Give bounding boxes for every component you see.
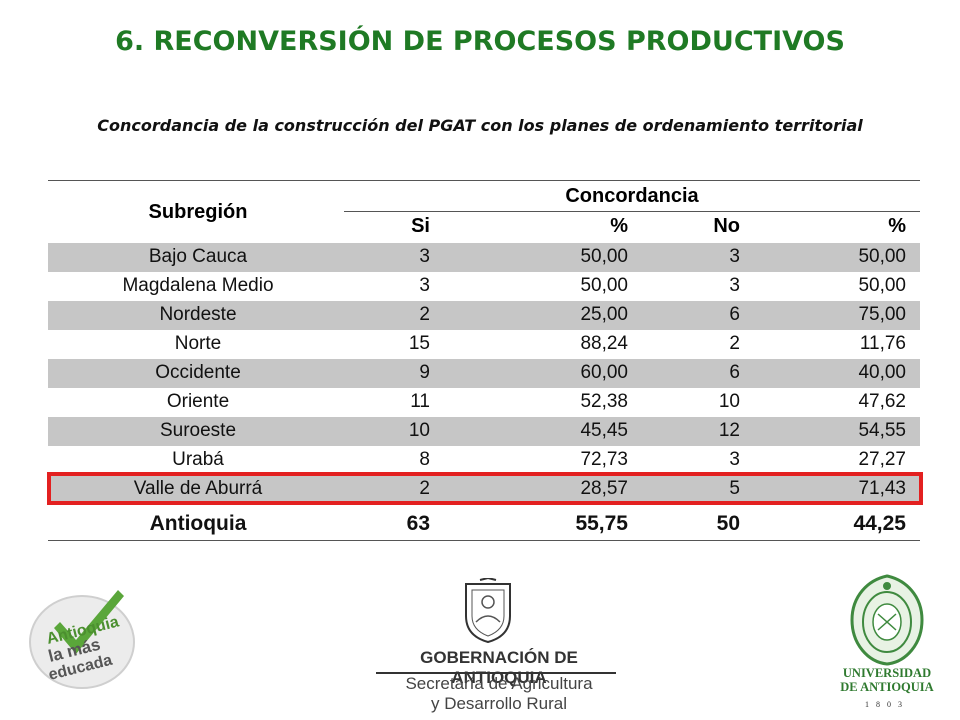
total-pct-si: 55,75 xyxy=(575,512,628,535)
row-subregion: Oriente xyxy=(166,391,230,412)
header-divider xyxy=(344,211,920,212)
header-pct-si: % xyxy=(610,215,628,237)
table-row: Magdalena Medio 3 50,00 3 50,00 xyxy=(48,272,920,301)
total-no: 50 xyxy=(716,512,740,535)
table-total-row: Antioquia 63 55,75 50 44,25 xyxy=(48,504,920,541)
row-pct-no: 75,00 xyxy=(858,304,906,325)
row-no: 2 xyxy=(729,333,740,354)
row-si: 10 xyxy=(408,420,430,441)
row-no: 12 xyxy=(718,420,740,441)
header-si: Si xyxy=(411,215,430,237)
gobernacion-logo: GOBERNACIÓN DE ANTIOQUIA Secretaría de A… xyxy=(370,578,630,713)
header-concordancia: Concordancia xyxy=(565,185,699,207)
total-name: Antioquia xyxy=(149,512,247,535)
total-pct-no: 44,25 xyxy=(853,512,906,535)
header-pct-no: % xyxy=(888,215,906,237)
row-pct-no: 40,00 xyxy=(858,362,906,383)
row-si: 15 xyxy=(408,333,430,354)
header-subregion: Subregión xyxy=(148,201,248,223)
row-pct-si: 50,00 xyxy=(580,246,628,267)
row-pct-no: 11,76 xyxy=(859,333,906,354)
table-row: Suroeste 10 45,45 12 54,55 xyxy=(48,417,920,446)
row-si: 11 xyxy=(410,391,430,412)
row-pct-si: 25,00 xyxy=(580,304,628,325)
row-no: 3 xyxy=(729,275,740,296)
udea-name-2: DE ANTIOQUIA xyxy=(840,680,934,694)
gobernacion-divider xyxy=(376,672,616,674)
row-subregion: Bajo Cauca xyxy=(148,246,248,267)
gobernacion-subtitle: Secretaría de Agricultura y Desarrollo R… xyxy=(374,674,624,714)
row-pct-si: 50,00 xyxy=(580,275,628,296)
row-no: 5 xyxy=(729,478,740,499)
row-pct-si: 88,24 xyxy=(580,333,628,354)
gobernacion-sub1: Secretaría de Agricultura xyxy=(405,674,593,693)
row-subregion: Magdalena Medio xyxy=(122,275,274,296)
row-si: 3 xyxy=(419,246,430,267)
total-si: 63 xyxy=(406,512,430,535)
udea-year: 1803 xyxy=(865,700,909,709)
row-pct-si: 60,00 xyxy=(580,362,628,383)
table-row: Valle de Aburrá 2 28,57 5 71,43 xyxy=(48,475,920,504)
row-si: 9 xyxy=(419,362,430,383)
row-pct-si: 28,57 xyxy=(580,478,628,499)
antioquia-educada-logo: Antioquia la más educada xyxy=(29,590,135,689)
table-row: Urabá 8 72,73 3 27,27 xyxy=(48,446,920,475)
concordance-table: Subregión Concordancia Si % No % Bajo Ca… xyxy=(48,180,920,541)
header-no: No xyxy=(713,215,740,237)
slide-title: 6. RECONVERSIÓN DE PROCESOS PRODUCTIVOS xyxy=(115,26,845,57)
row-pct-no: 50,00 xyxy=(858,246,906,267)
table-body: Bajo Cauca 3 50,00 3 50,00 Magdalena Medio 3 50… xyxy=(48,243,920,504)
table-row: Nordeste 2 25,00 6 75,00 xyxy=(48,301,920,330)
row-pct-si: 72,73 xyxy=(580,449,628,470)
row-no: 6 xyxy=(729,362,740,383)
row-si: 8 xyxy=(419,449,430,470)
row-pct-no: 27,27 xyxy=(858,449,906,470)
udea-name-1: UNIVERSIDAD xyxy=(842,666,932,680)
table-row: Occidente 9 60,00 6 40,00 xyxy=(48,359,920,388)
row-subregion: Valle de Aburrá xyxy=(133,478,263,499)
udea-name: UNIVERSIDAD DE ANTIOQUIA xyxy=(832,666,942,694)
row-pct-no: 54,55 xyxy=(858,420,906,441)
row-si: 2 xyxy=(419,304,430,325)
highlight-box xyxy=(47,472,923,505)
row-pct-no: 47,62 xyxy=(858,391,906,412)
row-subregion: Norte xyxy=(174,333,222,354)
row-no: 3 xyxy=(729,246,740,267)
row-pct-si: 45,45 xyxy=(580,420,628,441)
row-subregion: Suroeste xyxy=(159,420,237,441)
row-pct-no: 71,43 xyxy=(858,478,906,499)
coat-of-arms-icon xyxy=(465,578,511,644)
row-no: 6 xyxy=(729,304,740,325)
table-row: Oriente 11 52,38 10 47,62 xyxy=(48,388,920,417)
gobernacion-sub2: y Desarrollo Rural xyxy=(430,694,568,713)
checkmark-icon xyxy=(54,590,124,654)
row-subregion: Nordeste xyxy=(159,304,237,325)
row-si: 3 xyxy=(419,275,430,296)
row-pct-no: 50,00 xyxy=(858,275,906,296)
table-row: Norte 15 88,24 2 11,76 xyxy=(48,330,920,359)
table-header: Subregión Concordancia Si % No % xyxy=(48,180,920,243)
row-si: 2 xyxy=(419,478,430,499)
row-pct-si: 52,38 xyxy=(580,391,628,412)
udea-crest-icon xyxy=(850,574,924,666)
table-row: Bajo Cauca 3 50,00 3 50,00 xyxy=(48,243,920,272)
row-subregion: Urabá xyxy=(172,449,224,470)
row-no: 3 xyxy=(729,449,740,470)
udea-logo: UNIVERSIDAD DE ANTIOQUIA 1803 xyxy=(832,574,942,714)
row-no: 10 xyxy=(718,391,740,412)
table-caption: Concordancia de la construcción del PGAT… xyxy=(97,116,863,135)
row-subregion: Occidente xyxy=(155,362,241,383)
